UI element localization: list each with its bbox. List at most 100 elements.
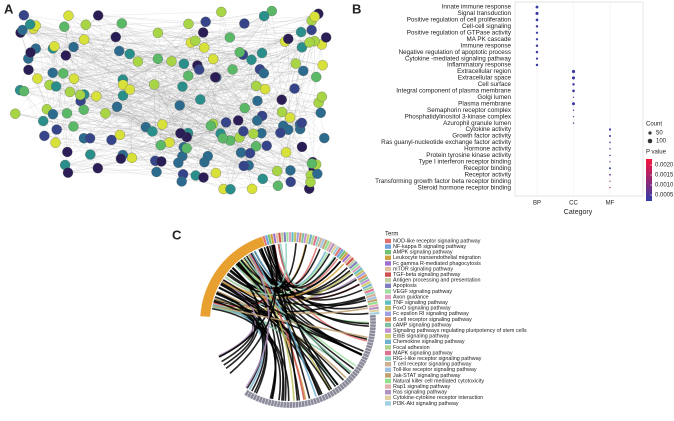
edge	[35, 48, 244, 167]
node	[58, 68, 69, 79]
y-tick-label: Ras guanyl-nucleotide exchange factor ac…	[381, 139, 512, 146]
node	[248, 128, 259, 139]
node	[298, 65, 309, 76]
legend-swatch	[385, 378, 391, 384]
edge	[187, 52, 263, 134]
legend-label: Antigen processing and presentation	[393, 278, 481, 284]
node	[257, 173, 268, 185]
gene-arc	[369, 323, 377, 328]
node	[252, 95, 263, 107]
node	[166, 56, 177, 67]
edge	[52, 46, 55, 115]
node	[304, 37, 315, 48]
term-arc	[368, 306, 380, 311]
edge	[105, 41, 315, 114]
legend-swatch	[385, 350, 391, 356]
ribbon	[260, 248, 320, 396]
edge	[155, 73, 264, 161]
node	[285, 176, 296, 188]
dot	[609, 148, 611, 150]
gene-arc	[252, 393, 258, 401]
edge	[123, 73, 264, 85]
node	[68, 121, 79, 132]
panel-label: A	[4, 1, 14, 16]
node	[18, 86, 30, 97]
legend-label: Toll-like receptor signaling pathway	[393, 367, 477, 373]
edge	[52, 48, 263, 179]
edge	[122, 63, 185, 156]
gene-arc	[358, 360, 366, 367]
colorbar-label: 0.0010	[655, 183, 674, 189]
legend-swatch	[385, 311, 391, 316]
term-arc	[305, 233, 311, 245]
gene-arc	[331, 388, 338, 396]
term-arc	[307, 234, 313, 245]
dot	[535, 18, 539, 22]
node	[190, 35, 201, 46]
dot	[572, 89, 575, 93]
term-arc	[367, 298, 378, 304]
node	[50, 137, 61, 148]
node	[210, 72, 221, 83]
term-arc	[283, 231, 287, 243]
node	[68, 41, 79, 53]
dot	[609, 173, 611, 176]
gene-arc	[353, 368, 361, 375]
edge	[259, 69, 317, 78]
gene-arc	[249, 392, 256, 400]
node	[205, 120, 216, 131]
ribbon	[266, 246, 369, 327]
gene-arc	[264, 398, 269, 406]
node	[239, 18, 250, 29]
dot	[572, 116, 575, 118]
legend-label: NOD-like receptor signaling pathway	[393, 238, 481, 244]
edge	[129, 53, 303, 148]
node	[32, 73, 43, 84]
node	[246, 54, 257, 65]
term-arc	[325, 241, 333, 252]
legend-swatch	[385, 261, 391, 266]
edge	[122, 52, 240, 96]
node	[252, 115, 263, 126]
y-tick-label: Innate immune response	[442, 4, 512, 11]
edge	[261, 52, 325, 139]
edge	[277, 32, 302, 172]
dot	[535, 11, 539, 15]
term-arc	[350, 262, 360, 272]
node	[114, 45, 125, 57]
gene-arc	[301, 400, 306, 408]
node	[183, 70, 194, 81]
term-arc	[334, 246, 343, 257]
edge	[129, 89, 163, 125]
edge	[85, 24, 120, 135]
node	[244, 148, 256, 159]
edge	[98, 15, 323, 66]
gene-arc	[267, 398, 272, 406]
legend-label: cAMP signaling pathway	[393, 322, 452, 328]
node	[100, 108, 111, 119]
node	[39, 130, 50, 142]
edge	[290, 112, 321, 118]
legend-label: PI3K-Akt signaling pathway	[393, 401, 459, 407]
edge	[309, 42, 325, 139]
term-arc	[353, 266, 364, 276]
edge	[44, 63, 184, 136]
node	[62, 146, 73, 158]
edge	[23, 15, 196, 41]
edge	[84, 39, 310, 189]
ribbon	[213, 300, 285, 401]
gene-arc	[369, 317, 377, 322]
edge	[271, 11, 291, 171]
gene-arc	[286, 401, 290, 409]
node	[312, 168, 323, 179]
gene-arc	[270, 399, 275, 407]
node	[272, 180, 284, 191]
edge	[98, 11, 222, 16]
node	[296, 141, 308, 153]
gene-arc	[303, 400, 309, 407]
node	[152, 53, 163, 65]
term-arc	[365, 293, 377, 299]
node	[200, 16, 211, 27]
edge	[119, 23, 189, 52]
node	[256, 47, 268, 59]
